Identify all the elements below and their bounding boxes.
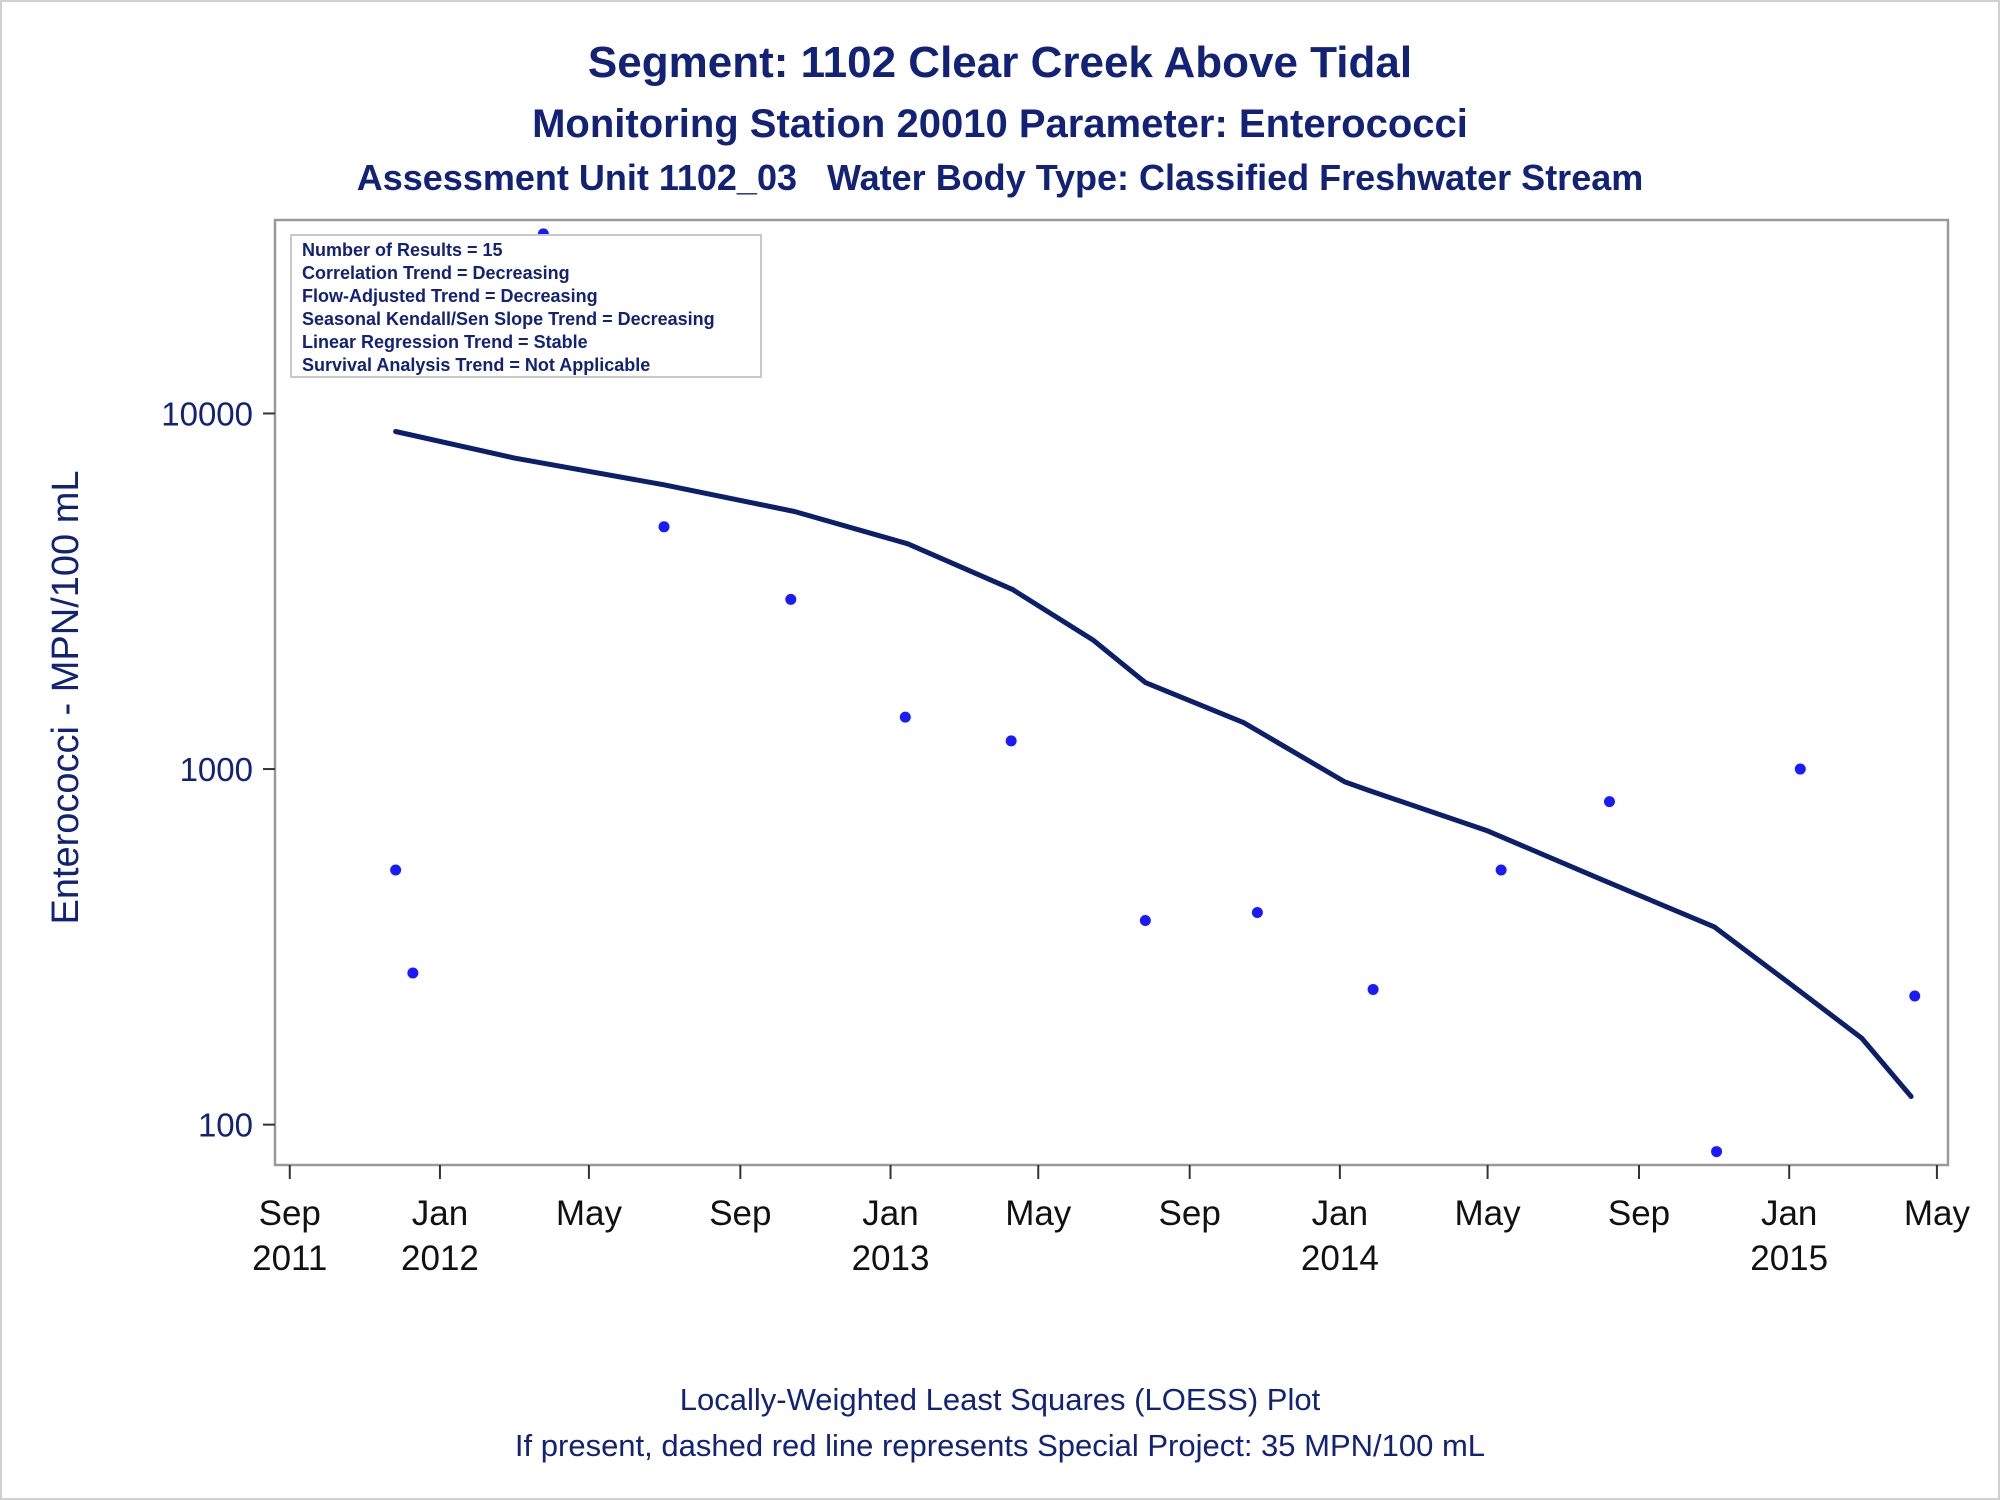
- loess-line: [393, 429, 1914, 1099]
- chart-subtitle-station: Monitoring Station 20010 Parameter: Ente…: [532, 102, 1468, 146]
- data-point: [1367, 983, 1379, 995]
- y-tick-label: 1000: [180, 751, 253, 788]
- x-tick-label: May: [1005, 1194, 1072, 1233]
- data-point: [1251, 906, 1263, 918]
- x-tick-label: Jan: [1312, 1194, 1368, 1233]
- x-tick-label: Sep: [709, 1194, 771, 1233]
- y-tick-label: 100: [198, 1107, 253, 1144]
- stats-legend-line: Flow-Adjusted Trend = Decreasing: [302, 286, 598, 306]
- footnote-loess: Locally-Weighted Least Squares (LOESS) P…: [679, 1382, 1321, 1417]
- x-tick-label: 2014: [1301, 1239, 1379, 1278]
- stats-legend-line: Number of Results = 15: [302, 240, 503, 260]
- stats-legend-box: [290, 234, 762, 378]
- data-point: [785, 593, 797, 605]
- x-tick-label: Jan: [862, 1194, 918, 1233]
- y-tick-label: 10000: [161, 395, 253, 432]
- data-point: [1139, 915, 1151, 927]
- y-axis-label: Enterococci - MPN/100 mL: [45, 470, 87, 924]
- plot-frame: [273, 218, 1950, 1167]
- x-tick-label: May: [1455, 1194, 1522, 1233]
- x-tick-label: Sep: [1159, 1194, 1221, 1233]
- data-point: [1495, 864, 1507, 876]
- stats-legend-line: Seasonal Kendall/Sen Slope Trend = Decre…: [302, 309, 715, 329]
- stats-legend-line: Correlation Trend = Decreasing: [302, 263, 570, 283]
- data-point: [899, 711, 911, 723]
- data-point: [1603, 796, 1615, 808]
- x-tick-label: 2012: [401, 1239, 479, 1278]
- x-tick-label: Jan: [1761, 1194, 1817, 1233]
- stats-legend-line: Linear Regression Trend = Stable: [302, 332, 588, 352]
- data-point: [1711, 1146, 1723, 1158]
- x-tick-label: Sep: [259, 1194, 321, 1233]
- data-point: [1794, 763, 1806, 775]
- footnote-special-project: If present, dashed red line represents S…: [514, 1428, 1486, 1463]
- x-tick-label: Jan: [412, 1194, 468, 1233]
- stats-legend: Number of Results = 15 Correlation Trend …: [290, 234, 762, 378]
- data-point: [390, 864, 402, 876]
- chart-subtitle-assessment: Assessment Unit 1102_03 Water Body Type:…: [356, 157, 1644, 198]
- x-tick-label: May: [556, 1194, 623, 1233]
- data-point: [407, 967, 419, 979]
- x-tick-label: 2013: [852, 1239, 930, 1278]
- data-point: [1005, 735, 1017, 747]
- x-tick-label: May: [1904, 1194, 1971, 1233]
- x-tick-label: 2015: [1750, 1239, 1828, 1278]
- stats-legend-line: Survival Analysis Trend = Not Applicable: [302, 355, 650, 375]
- data-point: [1909, 990, 1921, 1002]
- chart-title: Segment: 1102 Clear Creek Above Tidal: [587, 38, 1413, 87]
- x-tick-label: 2011: [252, 1239, 327, 1278]
- x-tick-label: Sep: [1608, 1194, 1670, 1233]
- data-point: [658, 521, 670, 533]
